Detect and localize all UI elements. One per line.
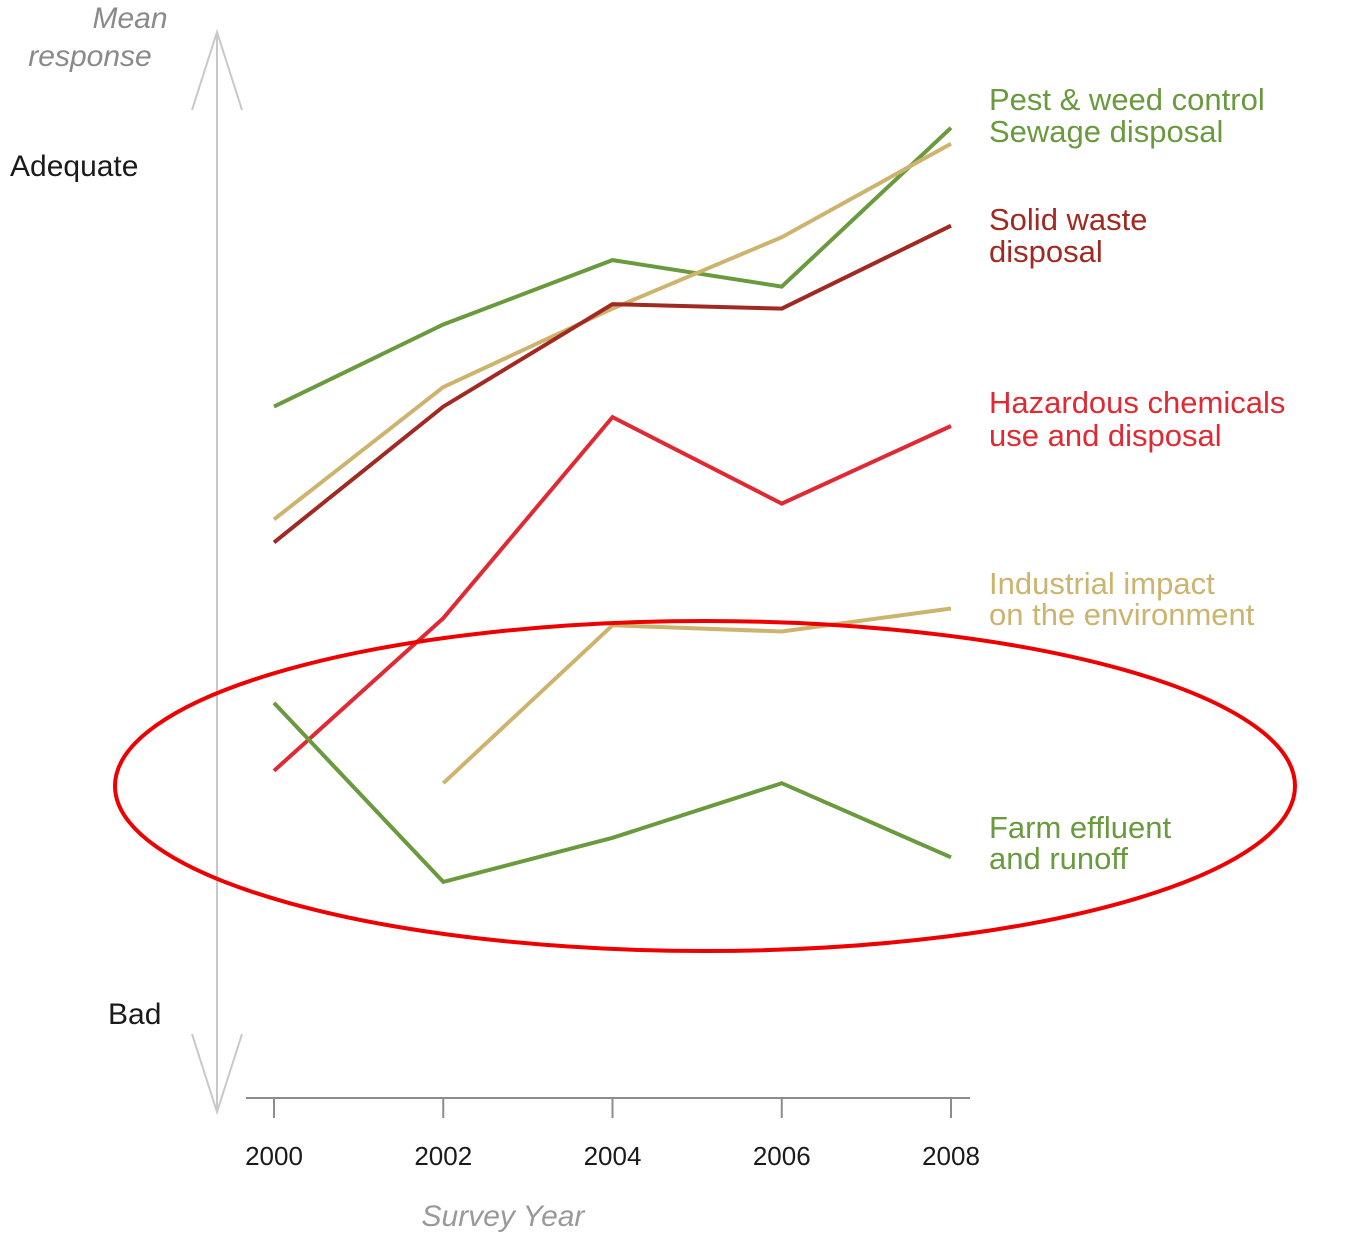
series-line-5: [441, 606, 952, 785]
series-label: Industrial impact: [989, 566, 1215, 601]
x-tick-label: 2000: [245, 1141, 303, 1171]
x-tick-label: 2006: [753, 1141, 811, 1171]
series-label: Farm effluent: [989, 810, 1171, 845]
series-label: on the environment: [989, 597, 1255, 632]
series-label: Pest & weed control: [989, 82, 1265, 117]
series-line-4: [272, 414, 952, 773]
y-axis-arrow: [191, 28, 243, 1116]
series-label: Solid waste: [989, 202, 1148, 237]
highlight-ellipse: [113, 619, 1297, 953]
y-axis-title-line-2: response: [28, 40, 151, 73]
series-line-1: [273, 126, 953, 409]
y-axis-title-line-1: Mean: [92, 2, 167, 35]
up-arrow-head: [191, 28, 243, 111]
series-label: use and disposal: [989, 418, 1222, 453]
x-axis-title: Survey Year: [422, 1200, 586, 1233]
down-arrow-head: [191, 1033, 243, 1116]
series-line-6: [272, 701, 952, 885]
series-line-2: [272, 141, 952, 521]
x-tick-label: 2008: [922, 1141, 980, 1171]
y-level-adequate: Adequate: [10, 150, 138, 183]
x-tick-label: 2002: [414, 1141, 472, 1171]
series-line-3: [272, 223, 952, 544]
series-label: Hazardous chemicals: [989, 385, 1285, 420]
series-label: disposal: [989, 234, 1103, 269]
series-label: Sewage disposal: [989, 114, 1223, 149]
x-ticks: 2000 2002 2004 2006 2008: [245, 1098, 980, 1171]
series-lines: [272, 126, 953, 885]
series-label: and runoff: [989, 841, 1128, 876]
x-tick-label: 2004: [584, 1141, 642, 1171]
x-axis: 2000 2002 2004 2006 2008: [245, 1097, 980, 1171]
y-level-bad: Bad: [108, 998, 161, 1031]
